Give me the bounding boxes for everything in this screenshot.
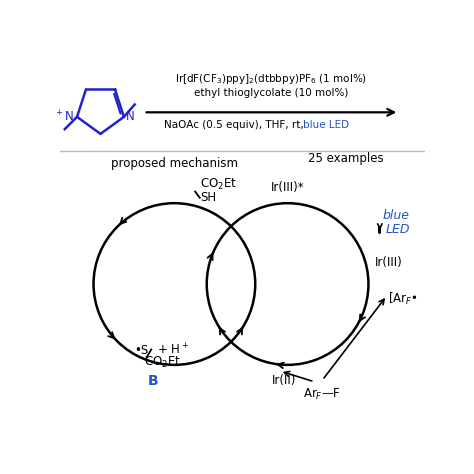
Text: blue LED: blue LED	[303, 120, 349, 130]
Text: Ir(II): Ir(II)	[272, 374, 297, 387]
Text: proposed mechanism: proposed mechanism	[111, 157, 238, 170]
Text: LED: LED	[385, 222, 410, 236]
Text: N: N	[126, 110, 135, 123]
Text: 25 examples: 25 examples	[308, 152, 383, 165]
Text: NaOAc (0.5 equiv), THF, rt,: NaOAc (0.5 equiv), THF, rt,	[164, 120, 307, 130]
Text: B: B	[147, 374, 158, 388]
Text: blue: blue	[383, 210, 410, 222]
Text: + H$^+$: + H$^+$	[157, 342, 190, 357]
Text: CO$_2$Et: CO$_2$Et	[200, 176, 237, 191]
Text: Ar$_F$—F: Ar$_F$—F	[303, 386, 341, 401]
Text: [Ar$_{F}$•: [Ar$_{F}$•	[388, 292, 418, 308]
Text: SH: SH	[200, 191, 216, 204]
Text: $^+$N: $^+$N	[54, 109, 74, 125]
Text: Ir[dF(CF$_3$)ppy]$_2$(dtbbpy)PF$_6$ (1 mol%): Ir[dF(CF$_3$)ppy]$_2$(dtbbpy)PF$_6$ (1 m…	[175, 72, 367, 86]
Text: CO$_2$Et: CO$_2$Et	[144, 355, 181, 370]
Text: ethyl thioglycolate (10 mol%): ethyl thioglycolate (10 mol%)	[194, 89, 348, 99]
Text: •S: •S	[134, 344, 149, 357]
Text: Ir(III): Ir(III)	[374, 256, 402, 269]
Text: Ir(III)*: Ir(III)*	[271, 181, 304, 194]
